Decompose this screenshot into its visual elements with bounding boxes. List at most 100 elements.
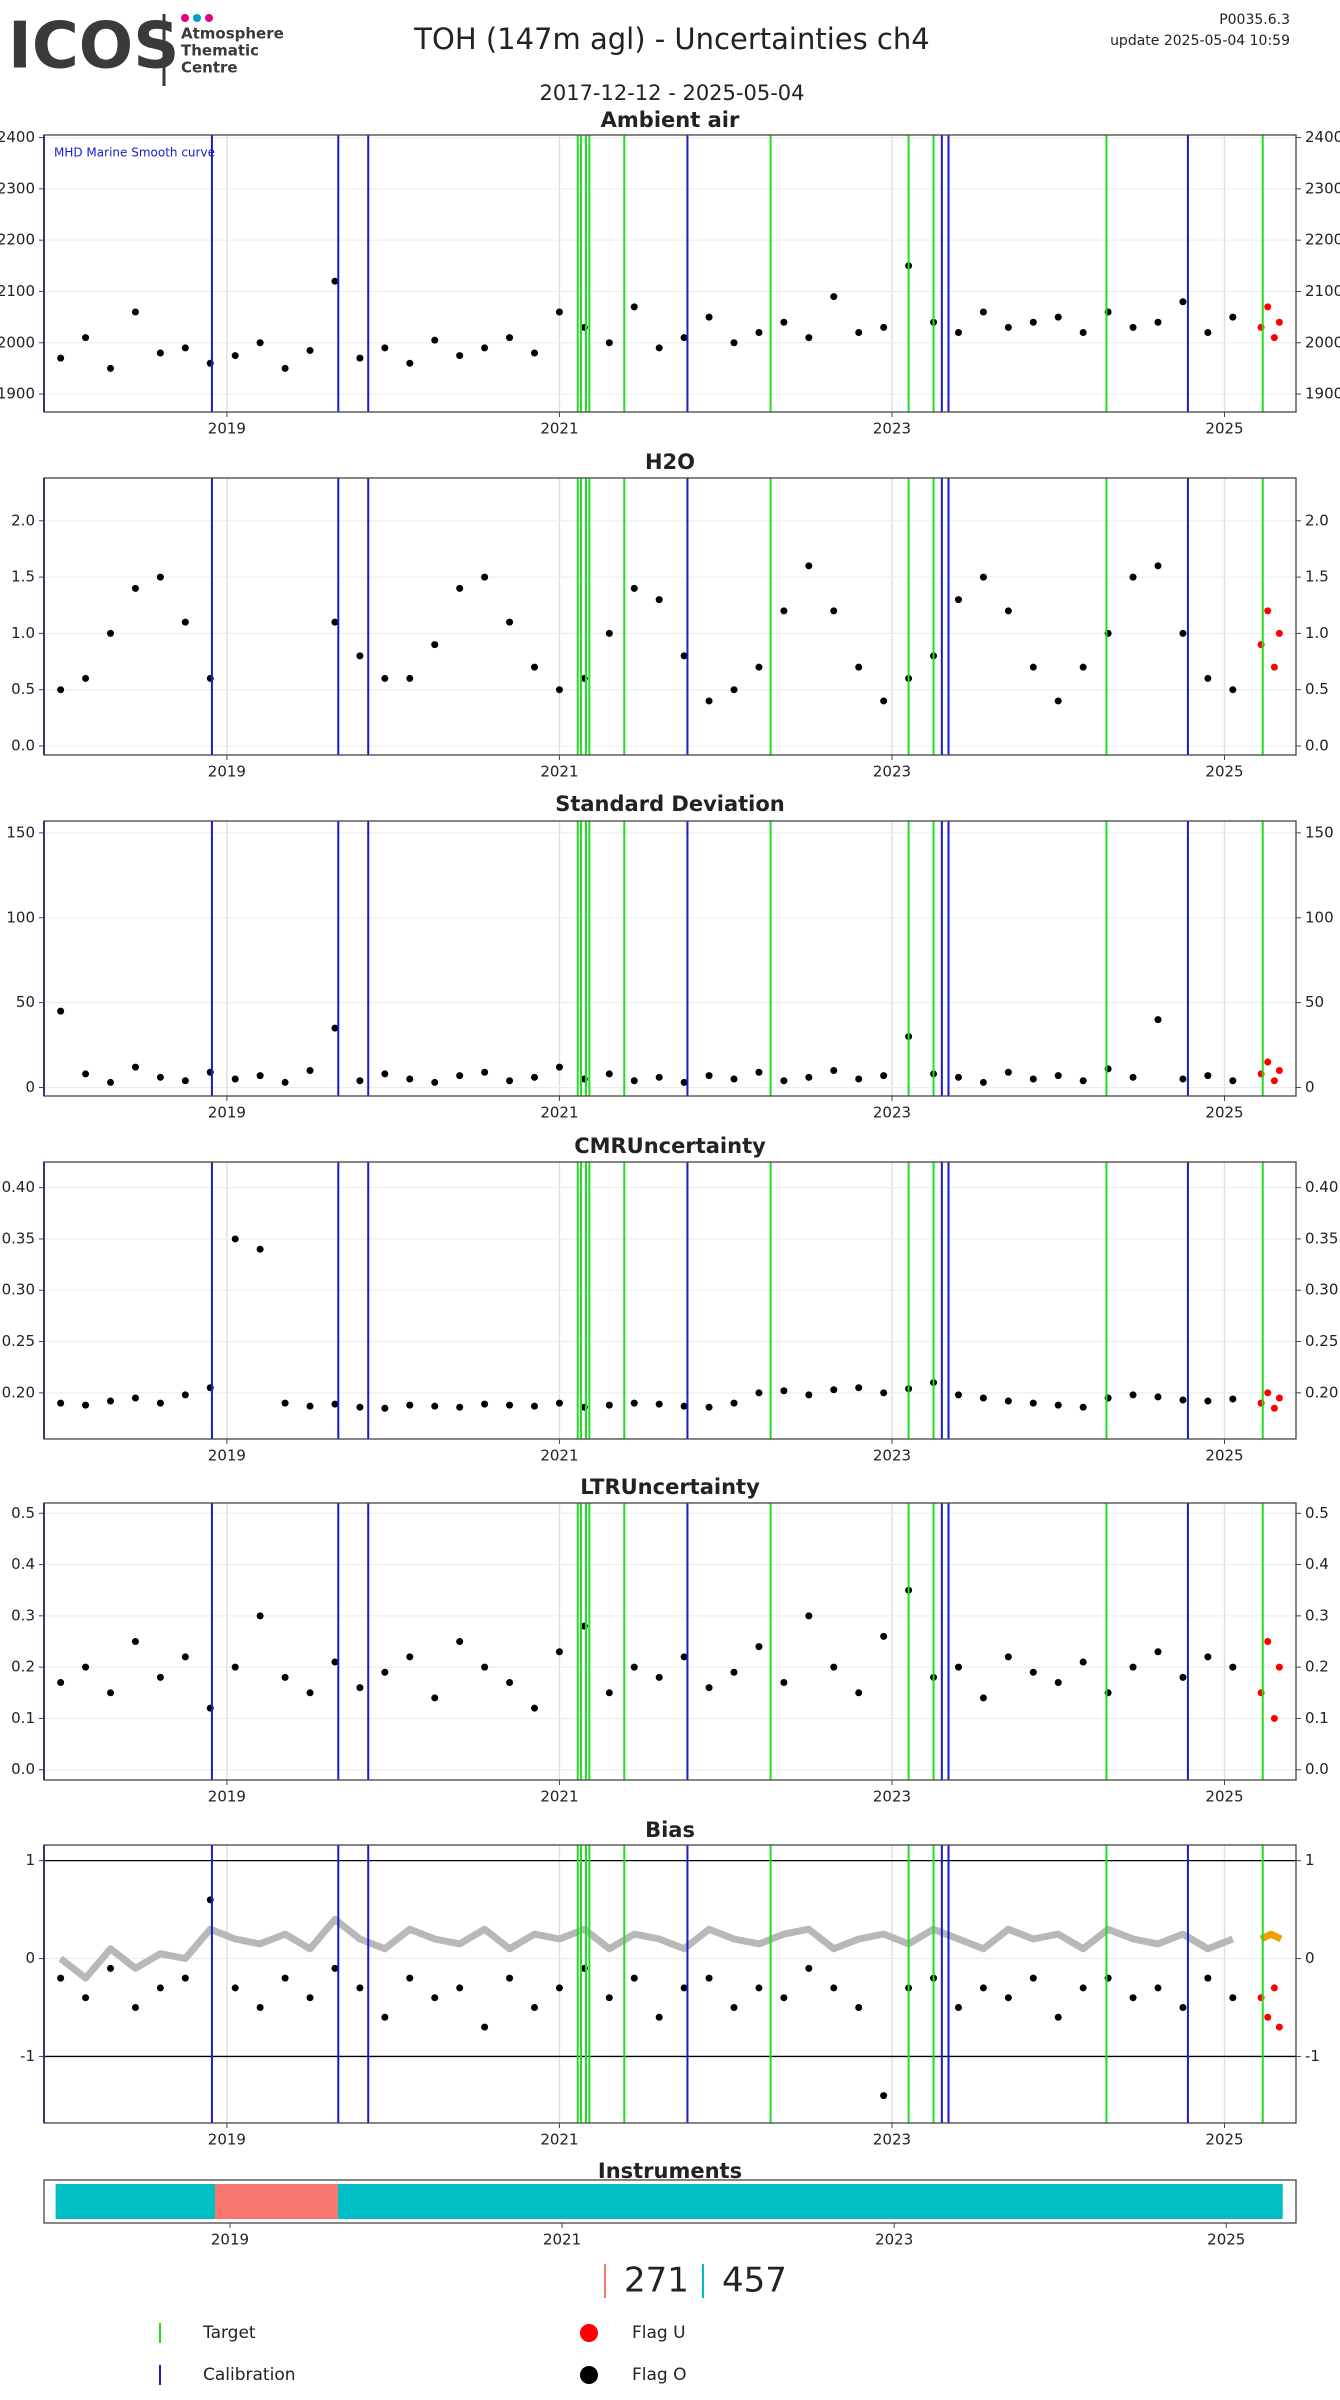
logo-sub: Centre xyxy=(181,59,238,77)
data-point xyxy=(107,364,115,372)
data-point xyxy=(855,1384,863,1392)
data-point xyxy=(406,674,414,682)
data-point xyxy=(954,1663,962,1671)
data-point xyxy=(506,1974,514,1982)
y-tick-label: 0.3 xyxy=(1305,1606,1329,1624)
data-point xyxy=(506,1077,514,1085)
data-point xyxy=(481,1663,489,1671)
x-tick-label: 2025 xyxy=(1205,1788,1243,1806)
data-point xyxy=(306,1994,314,2002)
data-point xyxy=(456,1403,464,1411)
data-point xyxy=(331,618,339,626)
data-point xyxy=(231,1075,239,1083)
x-tick-label: 2023 xyxy=(873,420,911,438)
data-point xyxy=(954,1391,962,1399)
data-point xyxy=(979,308,987,316)
data-point xyxy=(979,1394,987,1402)
y-tick-label: 0.25 xyxy=(1305,1332,1338,1350)
data-point xyxy=(1179,1673,1187,1681)
data-point xyxy=(131,308,139,316)
data-point xyxy=(107,1397,115,1405)
data-point xyxy=(306,1067,314,1075)
data-point xyxy=(705,1684,713,1692)
data-point xyxy=(131,1063,139,1071)
logo-dot xyxy=(205,14,213,22)
y-tick-label: 2.0 xyxy=(11,511,35,529)
data-point xyxy=(431,1694,439,1702)
data-point xyxy=(82,1401,90,1409)
y-tick-label: 2000 xyxy=(1305,333,1340,351)
data-point xyxy=(331,1400,339,1408)
y-tick-label: 0 xyxy=(1305,1078,1315,1096)
data-point xyxy=(481,573,489,581)
data-point xyxy=(1204,1653,1212,1661)
data-point xyxy=(755,1068,763,1076)
data-point xyxy=(805,1612,813,1620)
data-point xyxy=(1079,1658,1087,1666)
data-point xyxy=(107,1689,115,1697)
x-tick-label: 2019 xyxy=(208,420,246,438)
data-point xyxy=(680,1402,688,1410)
x-tick-label: 2023 xyxy=(873,2131,911,2149)
panel-title: Instruments xyxy=(598,2159,742,2183)
x-tick-label: 2021 xyxy=(540,1447,578,1465)
y-tick-label: 0.30 xyxy=(1305,1281,1338,1299)
y-tick-label: 0.3 xyxy=(11,1606,35,1624)
y-tick-label: 2400 xyxy=(0,128,35,146)
data-point xyxy=(1129,323,1137,331)
x-tick-label: 2025 xyxy=(1205,2131,1243,2149)
x-tick-label: 2021 xyxy=(540,2131,578,2149)
data-point xyxy=(381,2013,389,2021)
data-point xyxy=(1079,328,1087,336)
data-point xyxy=(57,686,65,694)
data-point xyxy=(605,1401,613,1409)
plot-area xyxy=(55,2184,1283,2219)
y-tick-label: 2100 xyxy=(0,282,35,300)
y-tick-label: 0.5 xyxy=(1305,680,1329,698)
data-point xyxy=(1270,1077,1278,1085)
instrument-period xyxy=(215,2184,338,2219)
y-tick-label: 0.2 xyxy=(11,1658,35,1676)
data-point xyxy=(431,336,439,344)
data-point xyxy=(1179,629,1187,637)
data-point xyxy=(431,1078,439,1086)
data-point xyxy=(705,1974,713,1982)
data-point xyxy=(1129,1663,1137,1671)
y-tick-label: 0.20 xyxy=(1305,1383,1338,1401)
instrument-period xyxy=(337,2184,1283,2219)
data-point xyxy=(381,1070,389,1078)
data-point xyxy=(1154,1648,1162,1656)
x-tick-label: 2023 xyxy=(873,1447,911,1465)
y-tick-label: 2300 xyxy=(0,179,35,197)
panel-title: Standard Deviation xyxy=(555,792,785,816)
data-point xyxy=(880,2092,888,2100)
data-point xyxy=(655,2013,663,2021)
y-tick-label: 0.25 xyxy=(2,1332,35,1350)
version: P0035.6.3 xyxy=(1219,12,1290,28)
data-point xyxy=(979,1984,987,1992)
data-point xyxy=(605,339,613,347)
data-point xyxy=(1270,1984,1278,1992)
x-tick-label: 2019 xyxy=(208,763,246,781)
data-point xyxy=(331,1658,339,1666)
data-point xyxy=(1204,1974,1212,1982)
data-point xyxy=(481,1068,489,1076)
data-point xyxy=(1054,1679,1062,1687)
legend-label: Flag U xyxy=(632,2323,686,2343)
data-point xyxy=(730,1075,738,1083)
y-tick-label: 0 xyxy=(25,1078,35,1096)
data-point xyxy=(1229,1395,1237,1403)
data-point xyxy=(107,1964,115,1972)
data-point xyxy=(555,1399,563,1407)
data-point xyxy=(530,2003,538,2011)
data-point xyxy=(381,1404,389,1412)
data-point xyxy=(655,344,663,352)
data-point xyxy=(1204,328,1212,336)
data-point xyxy=(456,1984,464,1992)
panel-frame xyxy=(43,1844,1297,2124)
data-point xyxy=(680,1653,688,1661)
data-point xyxy=(780,318,788,326)
data-point xyxy=(605,1994,613,2002)
data-point xyxy=(830,293,838,301)
panel-frame xyxy=(43,134,1297,413)
